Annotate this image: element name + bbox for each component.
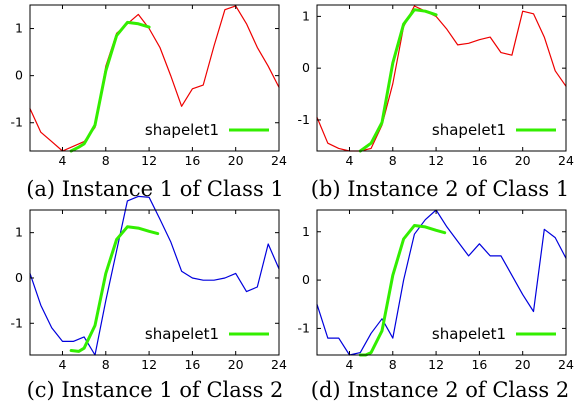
x-tick-label: 16 [471, 153, 487, 168]
legend-label-c: shapelet1 [145, 325, 219, 343]
y-tick-label: 0 [15, 270, 23, 285]
chart-panel-d: 4 8 12 16 20 24 -1 0 1 shapelet1 (d) Instance 2 of… [298, 209, 574, 402]
x-tick-label: 16 [471, 357, 487, 372]
x-tick-label: 12 [141, 357, 157, 372]
y-tick-label: -1 [298, 112, 310, 127]
x-tick-label: 4 [59, 357, 67, 372]
x-tick-label: 4 [346, 357, 354, 372]
x-tick-label: 8 [389, 153, 397, 168]
x-tick-label: 24 [271, 357, 287, 372]
x-tick-label: 24 [271, 153, 287, 168]
plot-frame-c [29, 209, 280, 356]
chart-panel-a: 4 8 12 16 20 24 -1 0 1 shapelet1 (a) Instance 1 of… [11, 4, 287, 201]
x-tick-label: 8 [102, 357, 110, 372]
y-tick-label: 0 [15, 68, 23, 83]
legend-label-a: shapelet1 [145, 121, 219, 139]
x-tick-label: 4 [346, 153, 354, 168]
caption-c: (c) Instance 1 of Class 2 [27, 378, 284, 402]
caption-b: (b) Instance 2 of Class 1 [311, 177, 569, 201]
shapelet-line-b [358, 8, 438, 153]
x-tick-label: 12 [428, 357, 444, 372]
caption-a: (a) Instance 1 of Class 1 [26, 177, 284, 201]
y-tick-label: 1 [15, 225, 23, 240]
series-line-d [316, 209, 567, 356]
x-tick-label: 4 [59, 153, 67, 168]
x-tick-label: 20 [228, 357, 244, 372]
y-tick-label: 1 [302, 8, 310, 23]
legend-label-d: shapelet1 [432, 325, 506, 343]
series-line-a [29, 5, 280, 152]
plot-frame-b [316, 4, 567, 152]
x-tick-label: 12 [141, 153, 157, 168]
y-tick-label: -1 [11, 115, 23, 130]
x-tick-label: 24 [558, 357, 574, 372]
shapelet-line-c [69, 225, 160, 353]
y-tick-label: -1 [298, 320, 310, 335]
y-tick-label: 0 [302, 272, 310, 287]
y-tick-label: 1 [302, 224, 310, 239]
x-tick-label: 24 [558, 153, 574, 168]
x-tick-label: 16 [184, 153, 200, 168]
shapelet-line-a [69, 20, 151, 153]
x-tick-label: 20 [228, 153, 244, 168]
y-tick-label: -1 [11, 315, 23, 330]
y-tick-label: 0 [302, 60, 310, 75]
legend-label-b: shapelet1 [432, 121, 506, 139]
x-tick-label: 8 [102, 153, 110, 168]
chart-panel-b: 4 8 12 16 20 24 -1 0 1 shapelet1 (b) Instance 2 of… [298, 4, 574, 201]
chart-panel-c: 4 8 12 16 20 24 -1 0 1 shapelet1 (c) Instance 1 of… [11, 195, 287, 402]
x-tick-label: 20 [515, 357, 531, 372]
caption-d: (d) Instance 2 of Class 2 [311, 378, 569, 402]
x-tick-label: 16 [184, 357, 200, 372]
x-tick-label: 12 [428, 153, 444, 168]
plot-frame-a [29, 4, 280, 152]
y-tick-label: 1 [15, 21, 23, 36]
shapelet-line-d [358, 224, 447, 357]
x-tick-label: 20 [515, 153, 531, 168]
plot-frame-d [316, 209, 567, 356]
x-tick-label: 8 [389, 357, 397, 372]
series-line-c [29, 195, 280, 356]
